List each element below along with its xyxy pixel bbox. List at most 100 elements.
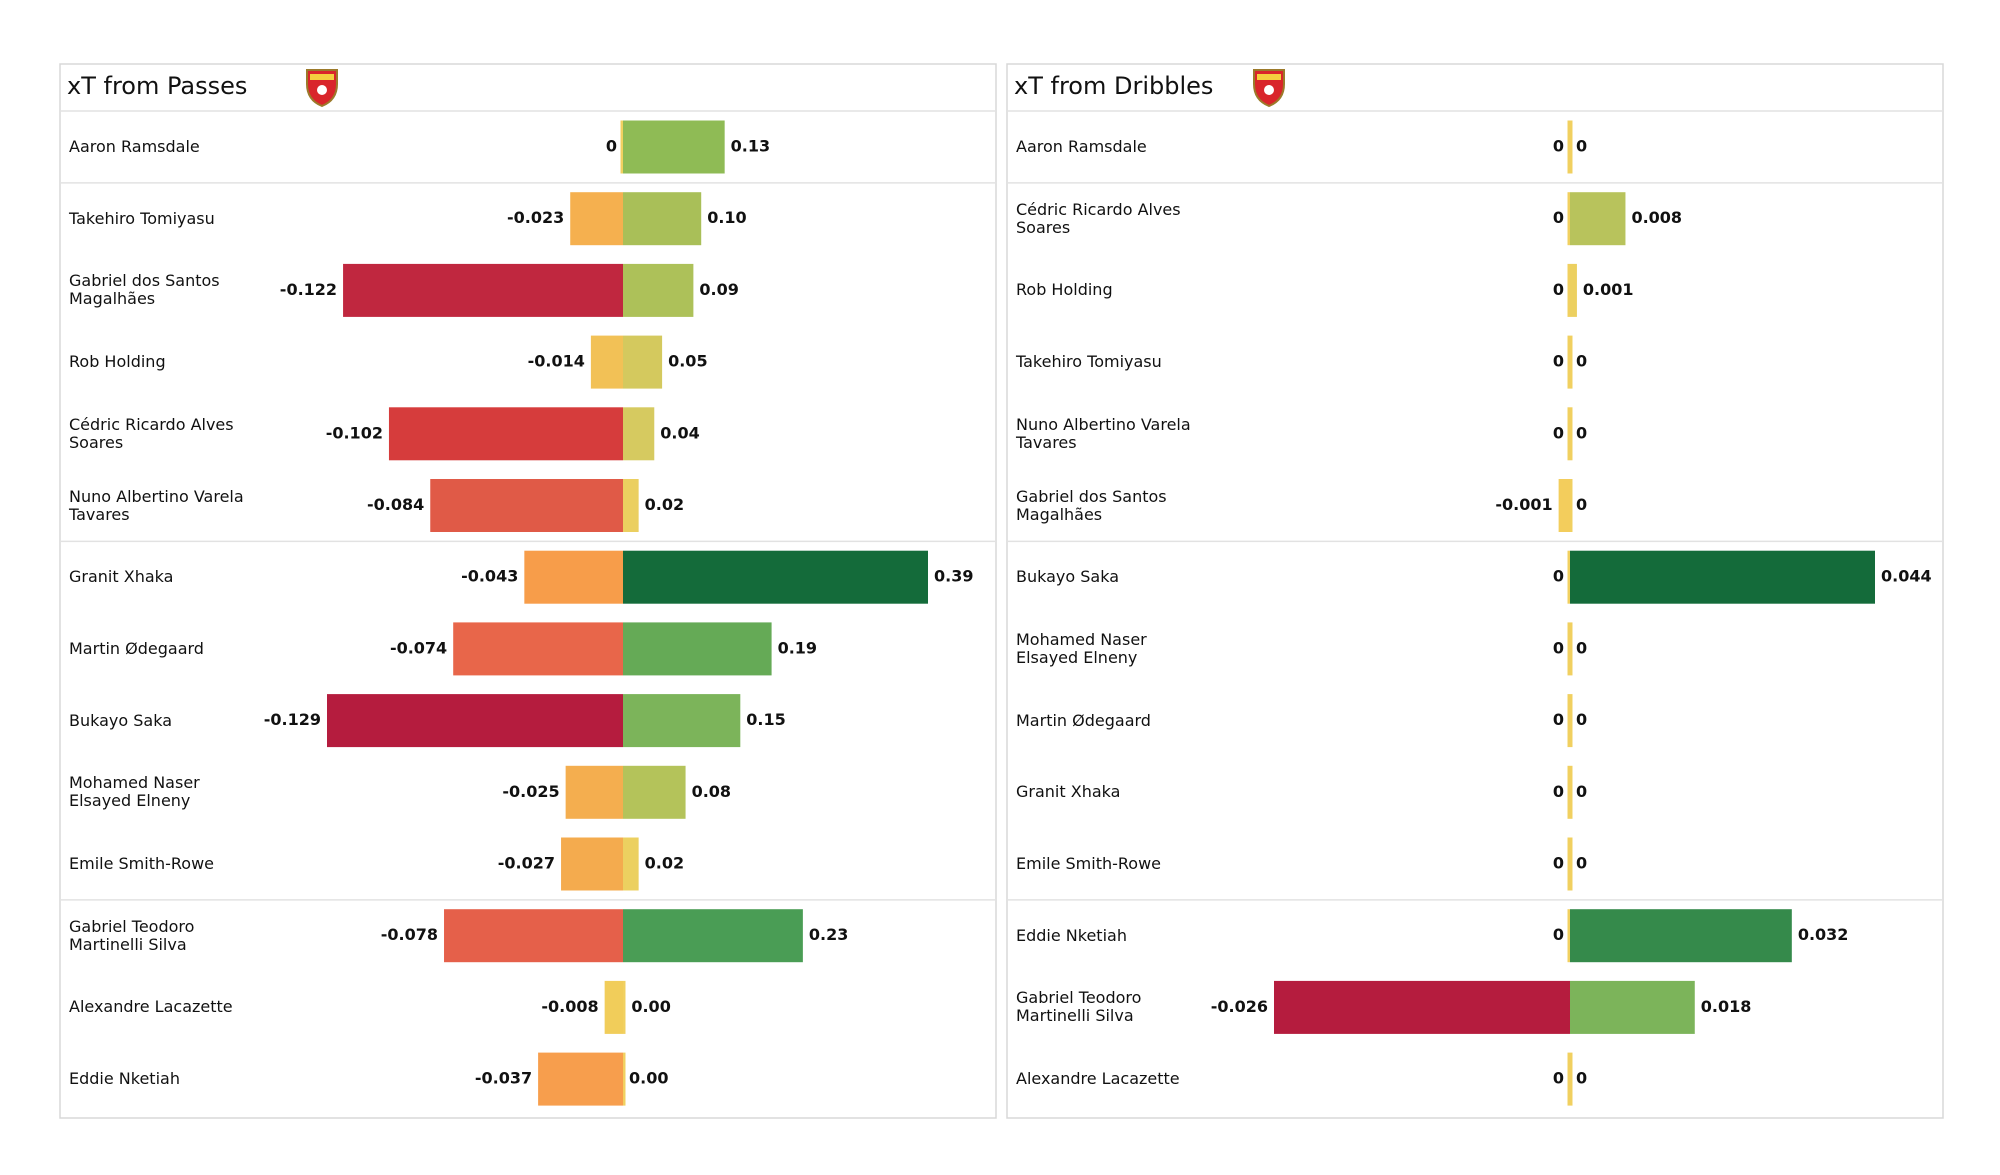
value-label: 0 bbox=[1553, 925, 1564, 944]
value-label: 0 bbox=[1576, 638, 1587, 657]
player-name: Gabriel Teodoro Martinelli Silva bbox=[1016, 988, 1142, 1026]
value-label: -0.023 bbox=[507, 208, 564, 227]
player-name: Martin Ødegaard bbox=[1016, 710, 1151, 730]
bar bbox=[1570, 263, 1577, 317]
bar bbox=[1570, 335, 1573, 389]
value-label: 0.04 bbox=[660, 423, 699, 442]
value-label: 0 bbox=[1576, 495, 1587, 514]
bar bbox=[1558, 479, 1570, 532]
bar bbox=[1570, 909, 1792, 963]
bar bbox=[623, 765, 686, 819]
player-name: Nuno Albertino Varela Tavares bbox=[69, 486, 244, 524]
value-label: 0.00 bbox=[629, 1069, 668, 1088]
value-label: -0.084 bbox=[367, 495, 424, 514]
value-label: -0.014 bbox=[528, 352, 585, 371]
bar bbox=[623, 980, 626, 1034]
value-label: -0.008 bbox=[541, 997, 598, 1016]
bar bbox=[623, 263, 694, 317]
bar bbox=[604, 980, 623, 1034]
value-label: 0.39 bbox=[934, 567, 973, 586]
bar bbox=[623, 120, 725, 174]
value-label: 0.02 bbox=[645, 495, 684, 514]
bar bbox=[623, 694, 741, 748]
bar bbox=[1567, 407, 1570, 461]
value-label: -0.026 bbox=[1211, 997, 1268, 1016]
bar bbox=[623, 192, 702, 246]
bar bbox=[623, 622, 772, 676]
value-label: 0 bbox=[606, 137, 617, 156]
value-label: 0.19 bbox=[778, 638, 817, 657]
value-label: 0.008 bbox=[1631, 208, 1682, 227]
bar bbox=[430, 479, 623, 532]
bar bbox=[623, 550, 928, 604]
player-name: Eddie Nketiah bbox=[69, 1069, 180, 1089]
panel-title: xT from Dribbles bbox=[1014, 72, 1214, 100]
player-name: Mohamed Naser Elsayed Elneny bbox=[69, 773, 200, 811]
player-name: Cédric Ricardo Alves Soares bbox=[69, 414, 234, 452]
bar bbox=[1567, 909, 1570, 963]
value-label: 0 bbox=[1553, 1069, 1564, 1088]
bar bbox=[1567, 335, 1570, 389]
bar bbox=[1570, 407, 1573, 461]
bar bbox=[1570, 1052, 1573, 1106]
panel-frame bbox=[59, 63, 997, 1119]
bar bbox=[1567, 550, 1570, 604]
value-label: 0.08 bbox=[692, 782, 731, 801]
value-label: 0 bbox=[1553, 710, 1564, 729]
bar bbox=[453, 622, 623, 676]
player-name: Emile Smith-Rowe bbox=[1016, 854, 1162, 873]
bar bbox=[620, 120, 623, 174]
bar bbox=[561, 837, 623, 891]
player-name: Rob Holding bbox=[69, 352, 166, 372]
value-label: 0 bbox=[1553, 208, 1564, 227]
value-label: 0.032 bbox=[1798, 925, 1849, 944]
value-label: -0.122 bbox=[280, 280, 337, 299]
bar bbox=[388, 407, 623, 461]
player-name: Mohamed Naser Elsayed Elneny bbox=[1016, 629, 1147, 667]
value-label: 0 bbox=[1553, 352, 1564, 371]
player-name: Alexandre Lacazette bbox=[69, 997, 233, 1017]
value-label: 0.23 bbox=[809, 925, 848, 944]
bar bbox=[1567, 622, 1570, 676]
player-name: Bukayo Saka bbox=[1016, 567, 1119, 587]
bar bbox=[1570, 622, 1573, 676]
player-name: Bukayo Saka bbox=[69, 710, 172, 730]
player-name: Cédric Ricardo Alves Soares bbox=[1016, 199, 1181, 237]
player-name: Takehiro Tomiyasu bbox=[1016, 352, 1162, 372]
value-label: 0 bbox=[1553, 854, 1564, 873]
value-label: -0.043 bbox=[461, 567, 518, 586]
bar bbox=[1567, 120, 1570, 174]
bar bbox=[623, 335, 663, 389]
bar bbox=[1570, 980, 1695, 1034]
bar bbox=[1567, 1052, 1570, 1106]
bar bbox=[1567, 192, 1570, 246]
value-label: 0.00 bbox=[631, 997, 670, 1016]
bar bbox=[1570, 550, 1875, 604]
value-label: 0 bbox=[1553, 137, 1564, 156]
bar bbox=[444, 909, 623, 963]
bar bbox=[1570, 694, 1573, 748]
bar bbox=[570, 192, 623, 246]
bar bbox=[1570, 479, 1573, 532]
value-label: 0 bbox=[1553, 782, 1564, 801]
value-label: 0.018 bbox=[1701, 997, 1752, 1016]
value-label: 0.09 bbox=[699, 280, 738, 299]
value-label: -0.078 bbox=[381, 925, 438, 944]
bar bbox=[343, 263, 623, 317]
value-label: -0.129 bbox=[264, 710, 321, 729]
value-label: 0.001 bbox=[1583, 280, 1634, 299]
value-label: -0.001 bbox=[1495, 495, 1552, 514]
value-label: 0 bbox=[1576, 352, 1587, 371]
club-crest-ball bbox=[317, 85, 327, 95]
value-label: 0 bbox=[1576, 137, 1587, 156]
bar bbox=[524, 550, 623, 604]
bar bbox=[1570, 192, 1626, 246]
player-name: Rob Holding bbox=[1016, 280, 1113, 300]
value-label: 0 bbox=[1553, 567, 1564, 586]
bar bbox=[1570, 837, 1573, 891]
value-label: -0.102 bbox=[326, 423, 383, 442]
player-name: Martin Ødegaard bbox=[69, 638, 204, 658]
bar bbox=[565, 765, 623, 819]
bar bbox=[623, 909, 803, 963]
